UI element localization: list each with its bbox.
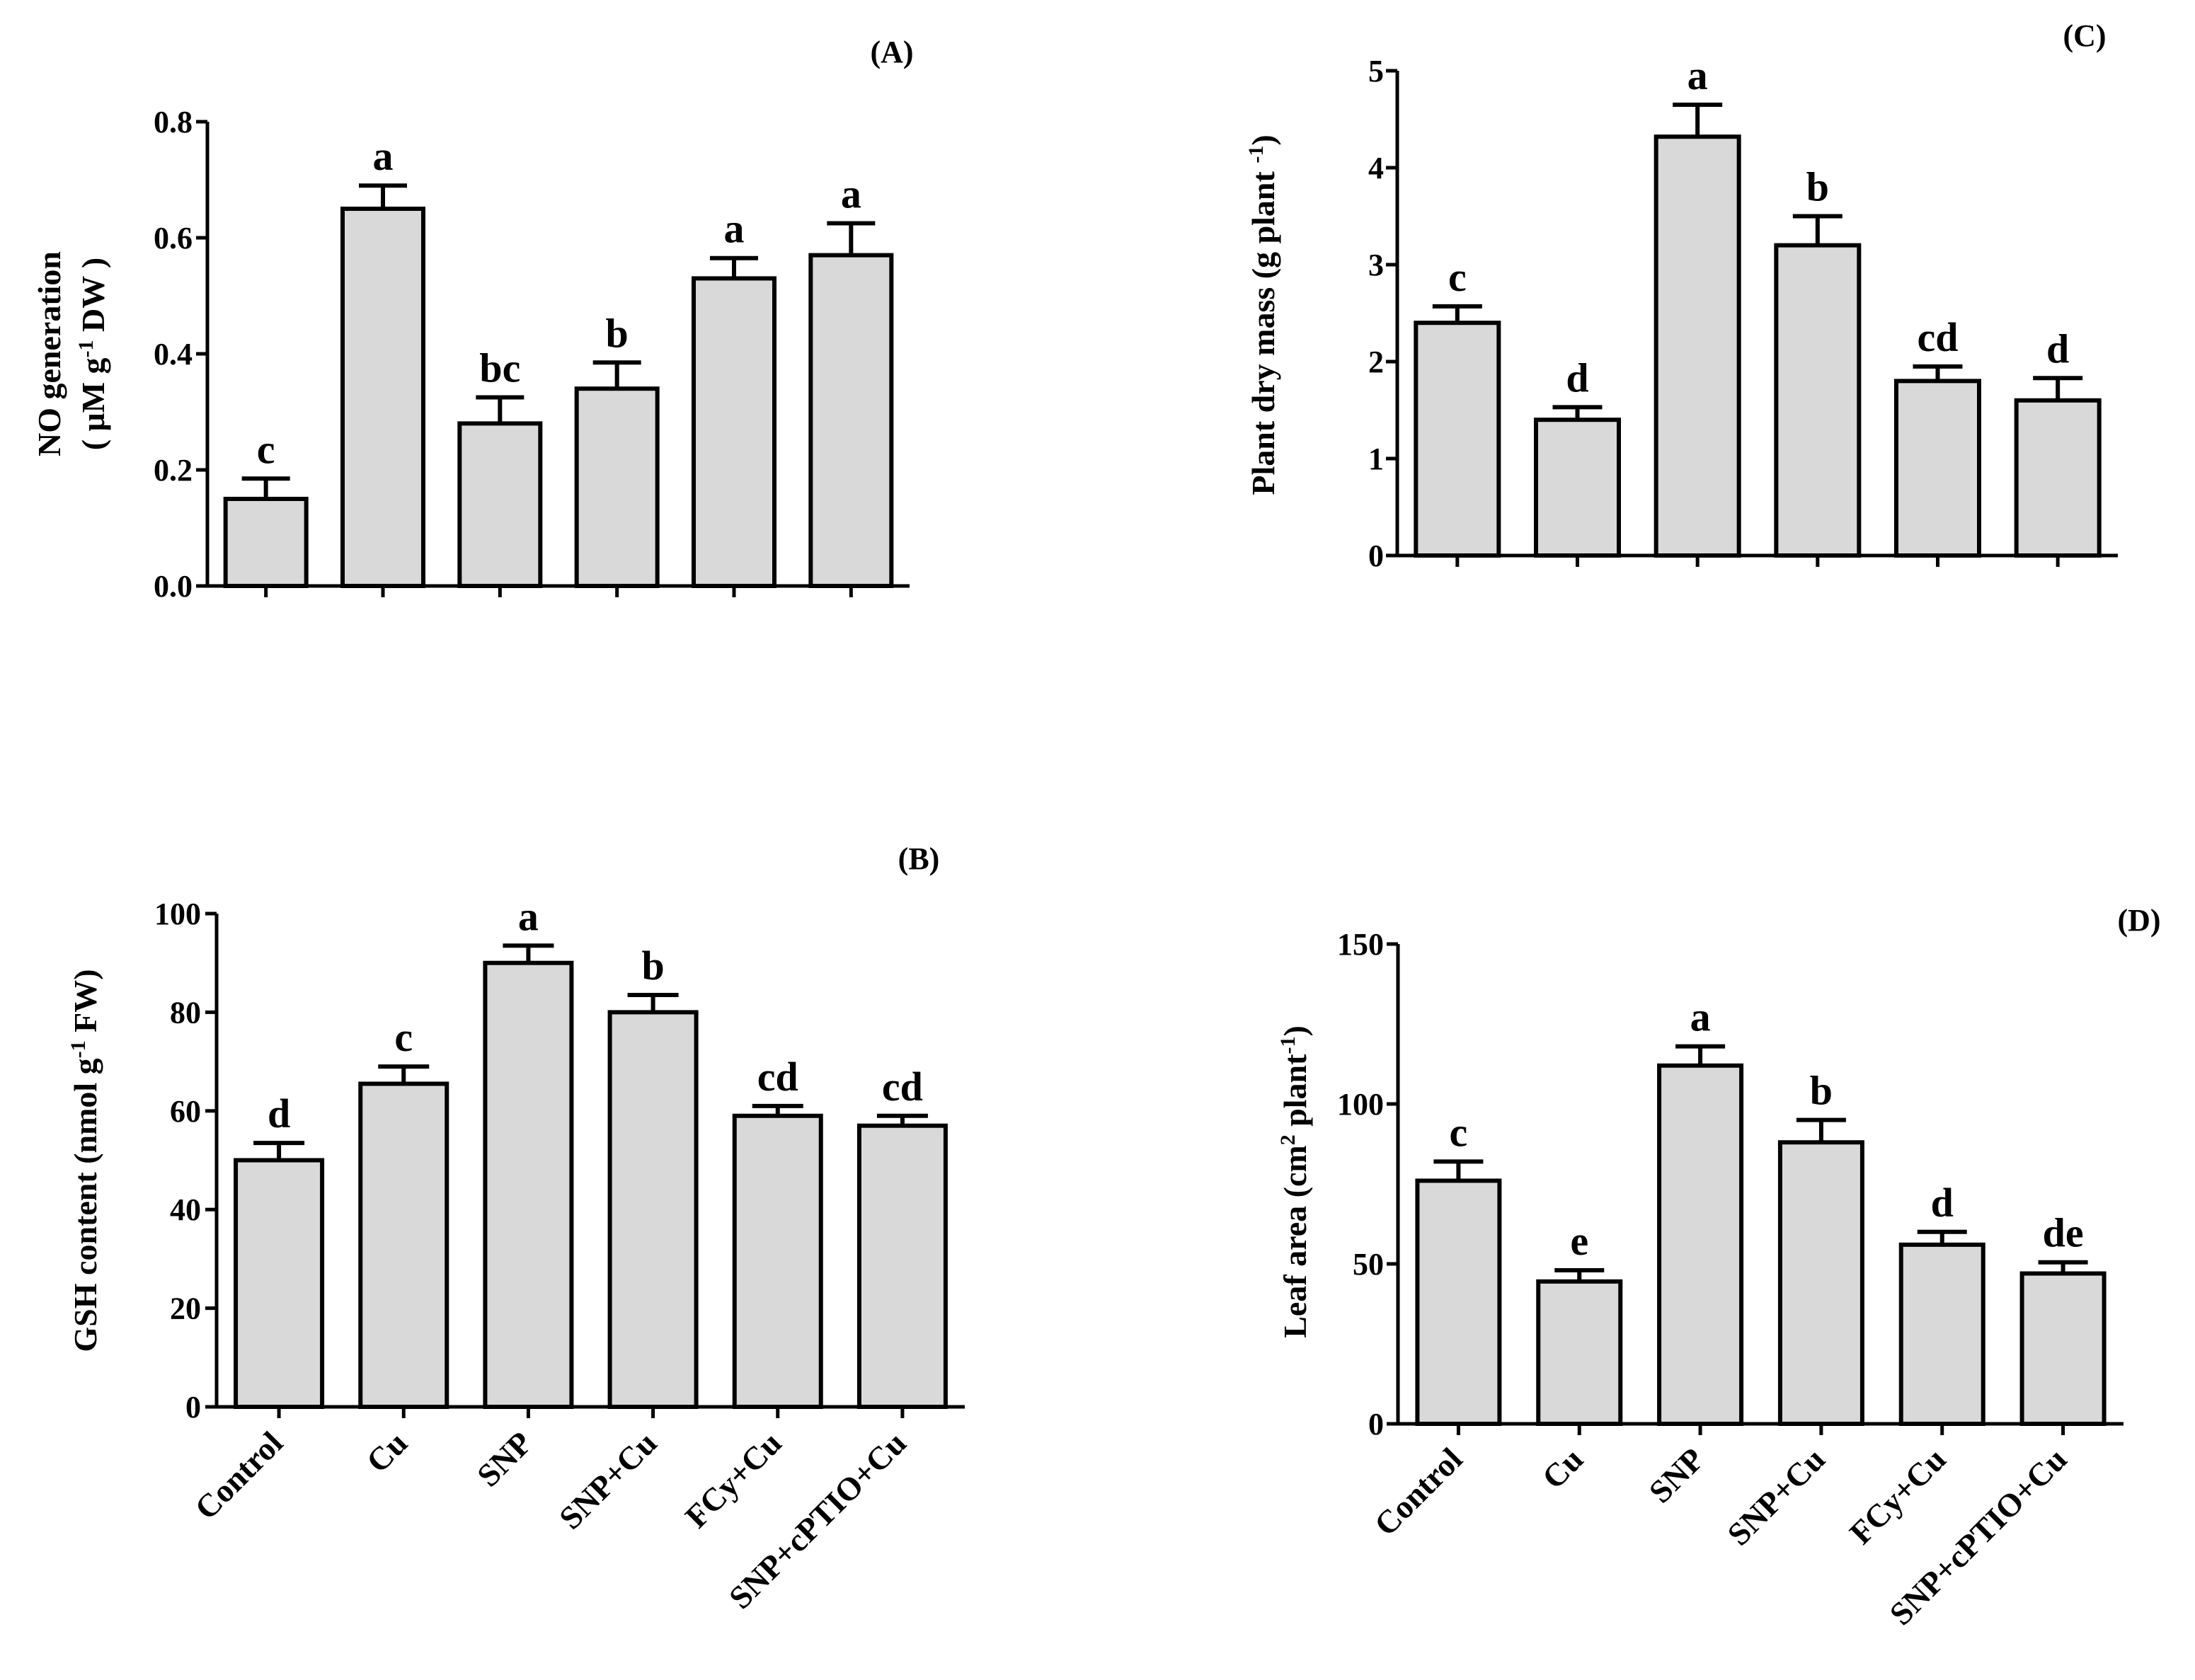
- significance-label: c: [1448, 254, 1467, 300]
- y-tick-label: 0: [1368, 539, 1384, 573]
- y-tick-label: 40: [170, 1192, 201, 1227]
- y-tick-label: 2: [1368, 345, 1384, 379]
- significance-label: c: [257, 426, 275, 472]
- y-tick-label: 3: [1368, 248, 1384, 282]
- significance-label: d: [2046, 326, 2069, 372]
- bar: [1898, 1242, 1985, 1426]
- significance-label: d: [1566, 355, 1588, 401]
- significance-label: c: [394, 1014, 413, 1060]
- y-axis-label: NO generation: [31, 251, 67, 456]
- y-tick-label: 5: [1368, 54, 1384, 88]
- significance-label: cd: [1918, 314, 1959, 360]
- bar: [574, 386, 660, 588]
- significance-label: bc: [479, 345, 520, 391]
- y-tick-label: 100: [1337, 1087, 1384, 1122]
- significance-label: b: [1806, 164, 1829, 210]
- bar: [1415, 1178, 1502, 1426]
- bar: [457, 421, 543, 589]
- significance-label: d: [268, 1091, 290, 1137]
- bar: [1894, 379, 1981, 558]
- panel-label: (A): [870, 35, 913, 69]
- significance-label: a: [841, 171, 861, 217]
- y-axis-label: Plant dry mass (g plant -1): [1244, 134, 1282, 495]
- significance-label: d: [1931, 1180, 1954, 1226]
- y-axis-label: Leaf area (cm2 plant-1): [1276, 1025, 1314, 1338]
- panel-label: (D): [2117, 903, 2160, 938]
- bar: [1654, 134, 1741, 558]
- panel-a-no-generation: (A) c a bc b a a 0.0 0.2 0.4 0.6 0.8 NO generation(…: [31, 35, 914, 604]
- bar: [1657, 1063, 1744, 1426]
- y-tick-label: 0.8: [154, 105, 193, 139]
- y-tick-label: 0.4: [154, 337, 193, 372]
- significance-label: a: [1690, 994, 1711, 1040]
- significance-label: a: [373, 133, 394, 179]
- bar: [483, 960, 574, 1409]
- bar: [692, 276, 776, 588]
- bar: [340, 207, 425, 588]
- bar: [732, 1113, 823, 1410]
- bar: [856, 1123, 948, 1409]
- bar: [358, 1081, 449, 1409]
- significance-label: a: [1687, 52, 1708, 98]
- bar: [1536, 1279, 1623, 1426]
- bar: [607, 1010, 699, 1409]
- significance-label: c: [1450, 1109, 1468, 1155]
- significance-label: de: [2043, 1210, 2084, 1256]
- y-tick-label: 20: [170, 1291, 201, 1326]
- y-tick-label: 0: [1368, 1407, 1384, 1442]
- bar: [1534, 418, 1621, 558]
- significance-label: e: [1570, 1218, 1588, 1264]
- significance-label: a: [724, 206, 745, 252]
- bar: [1774, 243, 1862, 558]
- y-tick-label: 80: [170, 995, 201, 1030]
- significance-label: a: [518, 893, 539, 939]
- y-tick-label: 100: [154, 897, 201, 931]
- bar: [808, 253, 894, 588]
- y-tick-label: 4: [1368, 151, 1384, 185]
- y-tick-label: 60: [170, 1094, 201, 1129]
- bar: [2019, 1271, 2107, 1427]
- y-tick-label: 0.6: [154, 221, 193, 255]
- y-tick-label: 50: [1353, 1247, 1384, 1282]
- y-tick-label: 1: [1368, 442, 1384, 476]
- significance-label: b: [1810, 1068, 1833, 1114]
- panel-label: (B): [898, 841, 940, 876]
- y-tick-label: 0.2: [154, 453, 193, 488]
- significance-label: cd: [882, 1064, 923, 1110]
- y-tick-label: 0.0: [154, 569, 193, 604]
- significance-label: b: [641, 943, 664, 989]
- bar: [1777, 1140, 1864, 1426]
- panel-label: (C): [2063, 18, 2106, 53]
- bar: [2014, 398, 2102, 558]
- y-axis-label: GSH content (nmol g-1 FW): [67, 969, 104, 1352]
- y-tick-label: 0: [185, 1390, 201, 1425]
- bar: [223, 497, 309, 588]
- significance-label: cd: [757, 1054, 798, 1100]
- bar: [1414, 321, 1501, 558]
- bar: [234, 1158, 325, 1409]
- y-axis-label: ( μM g-1 DW ): [74, 258, 112, 451]
- significance-label: b: [606, 310, 629, 356]
- y-tick-label: 150: [1337, 927, 1384, 962]
